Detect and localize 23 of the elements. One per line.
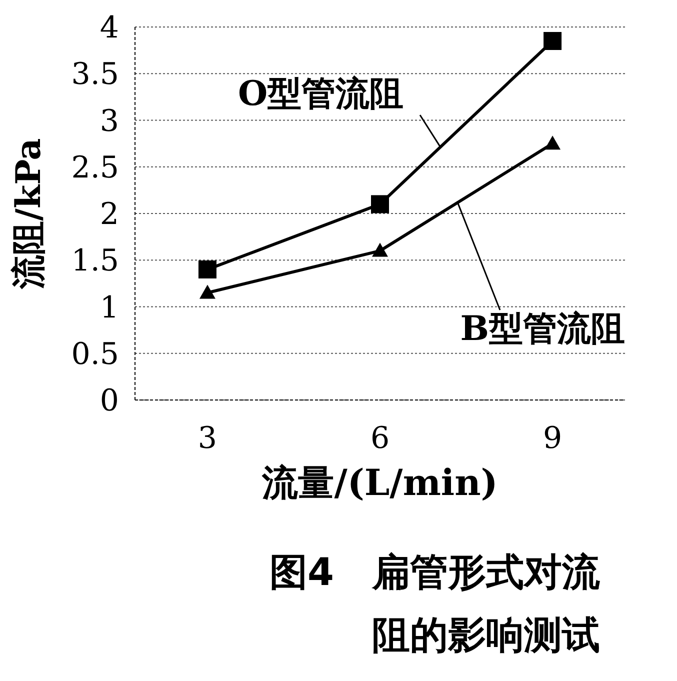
point bbox=[372, 242, 388, 257]
text: B型管流阻 bbox=[460, 309, 625, 349]
series-label: O型管流阻 bbox=[238, 74, 404, 114]
x-axis-title: 流量/(L/min) bbox=[261, 462, 498, 504]
point bbox=[371, 195, 389, 214]
x-tick-label: 6 bbox=[370, 421, 390, 456]
y-tick-label: 1 bbox=[100, 290, 119, 326]
caption: 图4 扁管形式对流阻的影响测试 bbox=[270, 550, 600, 657]
y-axis-title: 流阻/kPa bbox=[9, 138, 49, 290]
x-tick-label: 3 bbox=[198, 421, 218, 456]
x-tick-label: 9 bbox=[542, 421, 562, 456]
point bbox=[544, 32, 562, 50]
point bbox=[199, 284, 216, 299]
y-tick-label: 0 bbox=[100, 384, 119, 418]
y-tick-label: 3 bbox=[100, 104, 119, 139]
y-tick-label: 1.5 bbox=[71, 244, 119, 279]
y-tick-label: 0.5 bbox=[71, 336, 119, 372]
y-tick-label: 2 bbox=[100, 197, 119, 232]
y-tick-label: 4 bbox=[100, 10, 119, 46]
point bbox=[544, 136, 561, 150]
y-tick-label: 2.5 bbox=[71, 150, 119, 186]
point bbox=[198, 260, 216, 278]
y-tick-label: 3.5 bbox=[71, 57, 119, 92]
